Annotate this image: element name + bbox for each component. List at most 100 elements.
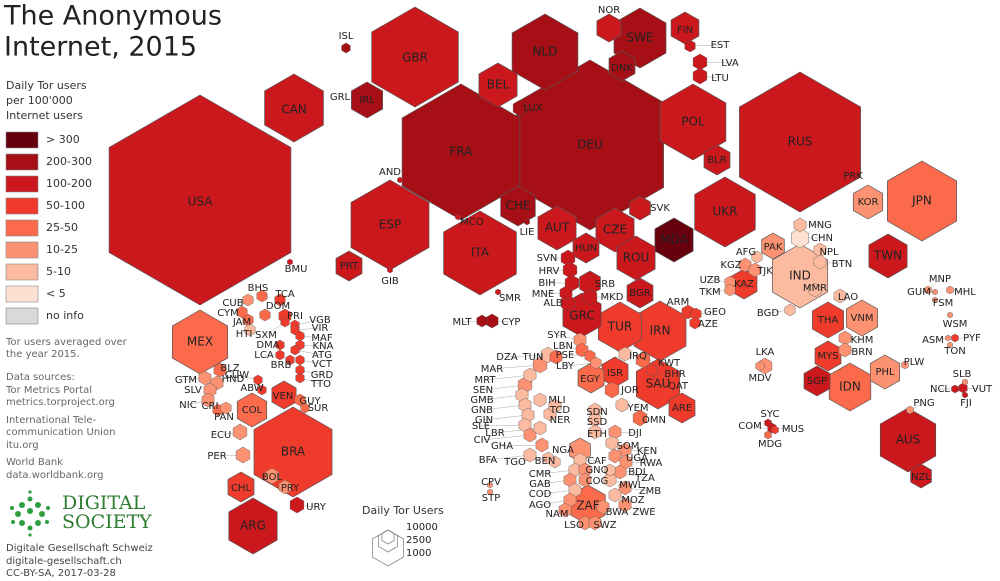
legend-label: 50-100: [46, 199, 85, 212]
country-label: GBR: [402, 51, 428, 65]
country-label: BEL: [487, 78, 510, 92]
country-label: ROU: [623, 251, 650, 265]
legend-label: > 300: [46, 133, 80, 146]
country-hex: [738, 257, 752, 273]
size-legend-label: 1000: [406, 548, 431, 559]
country-label: GNQ: [585, 465, 608, 476]
country-hex: [784, 303, 796, 317]
country-label: BGR: [629, 288, 650, 299]
country-label: MRT: [475, 375, 497, 386]
country-label: HUN: [575, 243, 597, 254]
country-label: ALB: [543, 298, 562, 309]
country-label: BLZ: [220, 363, 239, 374]
country-label: RUS: [788, 135, 813, 149]
country-label: UGA: [626, 453, 648, 464]
country-label: PAK: [764, 242, 783, 253]
country-hex: [495, 288, 501, 296]
leader-line: [484, 374, 531, 381]
country-label: JOR: [620, 385, 639, 396]
country-hex: [932, 296, 938, 304]
country-label: VUT: [972, 384, 993, 395]
country-label: SWZ: [593, 520, 616, 531]
country-label: AGO: [529, 500, 551, 511]
country-hex: [476, 314, 488, 328]
country-hex: [227, 471, 255, 503]
country-label: MMR: [803, 283, 827, 294]
country-label: ARE: [672, 403, 692, 414]
country-label: AND: [379, 167, 401, 178]
country-label: BHR: [664, 369, 685, 380]
country-label: NAM: [546, 509, 569, 520]
country-hex: [635, 351, 651, 369]
country-hex: [605, 435, 619, 451]
country-label: ARG: [240, 519, 266, 533]
country-label: EGY: [580, 374, 601, 385]
leader-line: [481, 404, 526, 411]
country-label: TON: [943, 346, 965, 357]
legend-swatch: [5, 241, 39, 259]
legend-label: 5-10: [46, 265, 71, 278]
country-label: NZL: [911, 472, 931, 483]
country-label: POL: [681, 115, 705, 129]
country-label: SYR: [547, 330, 566, 341]
country-labels: USA DEU RUS FRA GBR ESP BRA ITA JPN NLD POL UKR CAN I…: [175, 5, 993, 533]
country-label: TUN: [522, 352, 544, 363]
country-label: FRA: [450, 145, 474, 159]
country-label: CPV: [481, 477, 501, 488]
country-label: UZB: [700, 275, 721, 286]
country-label: IND: [789, 269, 811, 283]
country-hex: [236, 392, 268, 428]
country-label: GTM: [175, 375, 197, 386]
country-label: BMU: [285, 264, 308, 275]
country-label: SUR: [308, 403, 329, 414]
country-label: GUM: [907, 287, 931, 298]
country-label: ESP: [379, 218, 401, 232]
country-label: FSM: [933, 298, 954, 309]
country-label: MNP: [929, 274, 951, 285]
country-hex: [232, 423, 248, 441]
country-hex: [910, 463, 932, 489]
country-label: CYP: [502, 317, 521, 328]
country-label: PRY: [281, 483, 300, 494]
country-label: DJI: [628, 428, 642, 439]
country-hex: [869, 354, 901, 390]
country-label: THA: [817, 315, 839, 326]
country-label: AFG: [736, 247, 756, 258]
country-hex: [287, 258, 293, 266]
country-hex: [285, 354, 295, 366]
country-label: MKD: [601, 292, 624, 303]
country-hex: [511, 13, 579, 91]
country-hex: [654, 217, 694, 263]
country-label: VEN: [273, 391, 294, 402]
country-label: AUT: [545, 221, 570, 235]
country-hex: [236, 305, 248, 319]
country-label: TWN: [873, 249, 902, 263]
country-label: USA: [188, 195, 214, 209]
country-label: GIN: [475, 415, 493, 426]
country-label: WSM: [943, 319, 968, 330]
legend-swatch: [5, 219, 39, 237]
country-label: GUY: [299, 396, 321, 407]
country-label: CAN: [281, 103, 307, 117]
country-label: KNA: [313, 341, 334, 352]
country-label: MEX: [187, 335, 213, 349]
country-hex: [274, 293, 286, 307]
country-label: PAN: [214, 412, 234, 423]
country-hex: [724, 283, 736, 297]
country-label: EST: [711, 40, 731, 51]
country-label: SLB: [953, 369, 972, 380]
country-label: KEN: [637, 446, 657, 457]
country-hex: [201, 392, 215, 408]
country-label: PRK: [843, 171, 863, 182]
logo-text: SOCIETY: [62, 511, 152, 533]
country-label: PER: [207, 451, 226, 462]
country-hex: [500, 185, 536, 227]
size-legend-title: Daily Tor Users: [362, 504, 444, 517]
country-label: DEU: [577, 138, 603, 152]
legend-label: 10-25: [46, 243, 78, 256]
country-label: AUS: [896, 433, 921, 447]
leader-line: [480, 424, 526, 427]
country-label: LSO: [564, 520, 584, 531]
country-label: TJK: [756, 266, 773, 277]
